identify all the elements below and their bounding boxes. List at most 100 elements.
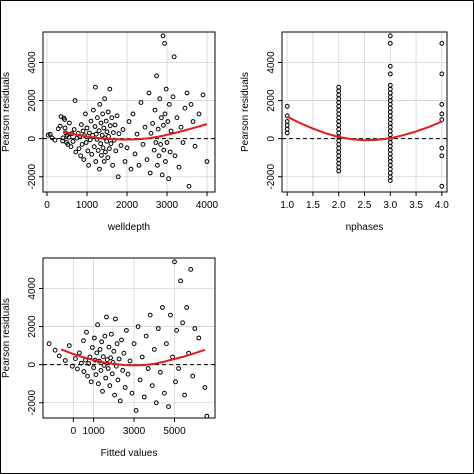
data-point xyxy=(91,107,96,113)
data-point xyxy=(77,350,82,356)
data-point xyxy=(176,366,182,371)
data-point xyxy=(110,162,115,168)
data-point xyxy=(112,392,117,398)
data-point xyxy=(149,383,155,389)
data-point xyxy=(146,90,152,96)
data-point xyxy=(83,140,89,145)
data-point xyxy=(140,142,146,147)
data-point xyxy=(439,111,445,117)
data-point xyxy=(439,145,445,151)
data-point xyxy=(108,141,114,147)
data-point xyxy=(90,345,95,350)
data-point xyxy=(84,125,90,131)
data-point xyxy=(172,259,177,265)
data-point xyxy=(97,102,103,107)
data-point xyxy=(101,159,107,164)
data-point xyxy=(86,361,92,366)
data-point xyxy=(100,388,105,394)
x-tick-label: 1.5 xyxy=(306,200,320,211)
data-point xyxy=(101,125,107,131)
data-point xyxy=(89,151,95,157)
data-point xyxy=(104,314,109,320)
data-point xyxy=(119,337,124,343)
data-point xyxy=(81,369,87,374)
data-point xyxy=(67,120,72,126)
data-point xyxy=(99,132,105,138)
data-point xyxy=(108,355,113,361)
data-point xyxy=(75,366,80,372)
data-point xyxy=(155,126,161,132)
data-point xyxy=(104,129,110,135)
data-point xyxy=(178,278,184,284)
data-point xyxy=(114,341,120,347)
data-point xyxy=(103,118,109,124)
data-point xyxy=(163,86,169,92)
data-point xyxy=(154,73,160,79)
data-point xyxy=(62,125,68,131)
data-point xyxy=(190,373,196,379)
data-point xyxy=(161,147,167,153)
data-point xyxy=(62,117,67,122)
x-axis-label: nphases xyxy=(346,222,384,233)
x-axis-label: Fitted values xyxy=(101,448,158,459)
data-point xyxy=(173,379,178,385)
y-axis-label: Pearson residuals xyxy=(1,72,12,152)
data-point xyxy=(103,149,108,155)
data-point xyxy=(168,128,174,134)
data-point xyxy=(160,305,165,310)
data-point xyxy=(124,145,130,151)
x-tick-label: 0 xyxy=(71,426,77,437)
data-point xyxy=(387,71,393,77)
data-point xyxy=(180,320,186,326)
data-point xyxy=(186,183,192,189)
data-point xyxy=(204,159,210,164)
data-point xyxy=(126,119,132,124)
data-point xyxy=(106,344,112,350)
plot-box xyxy=(42,257,216,419)
data-point xyxy=(135,324,141,330)
data-point xyxy=(66,343,72,349)
data-point xyxy=(159,172,165,178)
data-point xyxy=(111,130,116,136)
smoother-curve xyxy=(286,115,443,142)
data-point xyxy=(200,92,206,98)
data-point xyxy=(104,138,109,144)
data-point xyxy=(167,149,173,155)
data-point xyxy=(60,135,66,141)
data-point xyxy=(52,347,58,353)
y-axis-label: Pearson residuals xyxy=(1,298,12,378)
data-point xyxy=(168,312,173,318)
data-point xyxy=(60,138,65,144)
data-point xyxy=(132,151,138,157)
data-point xyxy=(131,341,137,347)
data-point xyxy=(142,124,148,130)
data-point xyxy=(159,115,164,121)
data-point xyxy=(95,148,101,153)
data-point xyxy=(153,400,159,406)
data-point xyxy=(161,122,166,128)
data-point xyxy=(151,347,157,352)
data-point xyxy=(144,157,150,163)
data-point xyxy=(166,404,171,410)
data-point xyxy=(115,174,121,180)
data-point xyxy=(158,142,164,147)
chart-panel-3: 0 1000 3000 5000 -2000 0 2000 4000 Fitted values… xyxy=(1,257,216,459)
data-point xyxy=(84,329,89,335)
x-tick-label: 4000 xyxy=(196,200,219,211)
data-point xyxy=(204,413,210,419)
data-point xyxy=(127,358,133,364)
data-point xyxy=(192,326,198,331)
data-point xyxy=(93,84,98,90)
data-point xyxy=(87,130,92,136)
data-point xyxy=(85,373,90,379)
y-tick-label: 4000 xyxy=(27,277,38,300)
data-point xyxy=(91,144,97,150)
data-point xyxy=(79,142,85,147)
data-point xyxy=(92,124,98,129)
data-point xyxy=(439,41,445,46)
data-point xyxy=(107,123,113,129)
data-point xyxy=(88,379,94,385)
data-point xyxy=(70,139,76,144)
y-tick-label: 4000 xyxy=(266,51,277,74)
chart-panel-2: 1.0 1.5 2.0 2.5 3.0 3.5 4.0 -2000 0 2000 4000 nphas… xyxy=(240,31,449,233)
